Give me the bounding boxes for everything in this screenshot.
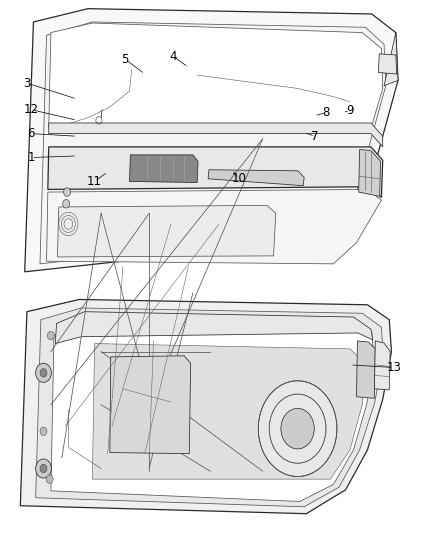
Text: 4: 4 [170, 50, 177, 63]
Text: 11: 11 [87, 175, 102, 188]
Polygon shape [48, 147, 383, 197]
Polygon shape [25, 9, 398, 272]
Polygon shape [55, 312, 373, 344]
Polygon shape [92, 344, 364, 479]
Polygon shape [110, 356, 191, 454]
Text: 5: 5 [121, 53, 129, 66]
Polygon shape [359, 150, 381, 196]
Text: 9: 9 [346, 104, 354, 117]
Circle shape [46, 475, 53, 483]
Polygon shape [357, 341, 375, 398]
Polygon shape [35, 308, 383, 507]
Circle shape [281, 408, 314, 449]
Polygon shape [49, 123, 383, 147]
Polygon shape [384, 33, 398, 86]
Circle shape [63, 199, 70, 208]
Text: 12: 12 [24, 103, 39, 116]
Text: 7: 7 [311, 130, 319, 143]
Polygon shape [130, 155, 198, 182]
Text: 10: 10 [231, 172, 246, 185]
Circle shape [40, 368, 47, 377]
Polygon shape [20, 300, 392, 514]
Circle shape [64, 188, 71, 196]
Polygon shape [57, 205, 276, 257]
Polygon shape [40, 22, 386, 264]
Circle shape [35, 364, 51, 382]
Polygon shape [374, 341, 390, 390]
Circle shape [47, 332, 54, 340]
Polygon shape [378, 54, 397, 74]
Circle shape [258, 381, 337, 477]
Circle shape [40, 464, 47, 473]
Circle shape [40, 427, 47, 435]
Polygon shape [46, 189, 381, 264]
Text: 1: 1 [28, 151, 35, 164]
Polygon shape [51, 316, 374, 502]
Text: 13: 13 [386, 361, 401, 374]
Polygon shape [208, 169, 304, 185]
Text: 8: 8 [322, 106, 330, 119]
Circle shape [35, 459, 51, 478]
Polygon shape [49, 23, 383, 128]
Text: 6: 6 [28, 127, 35, 140]
Text: 3: 3 [23, 77, 31, 90]
